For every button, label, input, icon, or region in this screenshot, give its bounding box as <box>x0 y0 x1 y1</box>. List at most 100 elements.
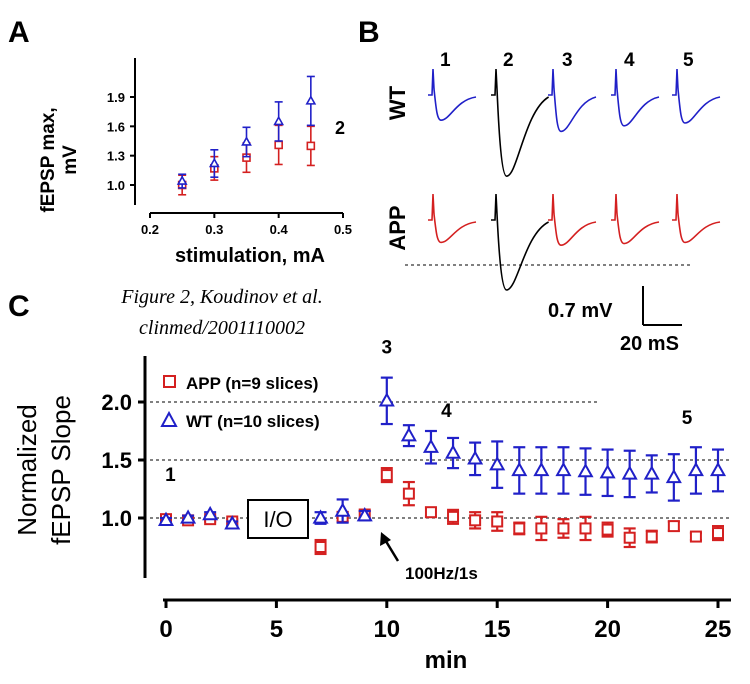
panel-c-ytick-label-0: 1.0 <box>101 506 132 531</box>
panel-c-xlabel: min <box>425 647 468 674</box>
panel-c-wt-point-3 <box>224 515 241 530</box>
panel-c-phase-label-3: 5 <box>682 408 693 429</box>
panel-b-row-label-wt: WT <box>385 85 410 120</box>
panel-label-a: A <box>8 16 30 49</box>
panel-c-wt-point-20 <box>665 468 682 484</box>
panel-c-app-point-10 <box>447 510 460 523</box>
panel-c-ytick-label-2: 2.0 <box>101 390 132 415</box>
panel-label-c: C <box>8 290 30 323</box>
panel-a-ylabel-line-1: fEPSP max, <box>38 107 59 212</box>
panel-c-wt-point-0 <box>157 511 175 526</box>
stim-arrow-head <box>380 532 391 546</box>
panel-c-app-point-22 <box>712 527 724 540</box>
panel-c-xtick-label-0: 0 <box>159 616 172 643</box>
panel-c-app-point-7 <box>380 469 393 482</box>
panel-c-app-point-19 <box>645 530 658 543</box>
panel-c-wt-point-12 <box>489 455 506 471</box>
panel-c-wt-point-19 <box>643 465 660 480</box>
panel-a-annotation: 2 <box>335 118 345 138</box>
panel-a-ytick-label-2: 1.6 <box>107 119 125 134</box>
legend-wt-marker <box>160 410 178 427</box>
panel-c-wt-point-15 <box>555 461 572 477</box>
panel-c-wt-point-10 <box>445 444 462 459</box>
panel-c-app-point-8 <box>402 487 415 500</box>
trace-label-1: 1 <box>440 50 451 71</box>
panel-c-phase-label-1: 3 <box>382 337 393 358</box>
wt-trace-4 <box>611 68 660 127</box>
panel-a-xtick-label-3: 0.5 <box>334 222 352 237</box>
panel-c-xtick-label-1: 5 <box>270 616 283 643</box>
panel-c-app-point-12 <box>491 515 504 528</box>
legend-app-marker <box>163 375 176 388</box>
panel-c-wt-point-22 <box>709 461 727 477</box>
scale-bar-voltage-label: 0.7 mV <box>548 300 613 322</box>
stim-annotation: 100Hz/1s <box>405 564 478 583</box>
wt-trace-5 <box>672 68 721 124</box>
app-trace-3 <box>548 193 597 247</box>
panel-a-wt-point-3 <box>273 115 285 126</box>
panel-c-wt-point-16 <box>577 462 594 478</box>
panel-a-xtick-label-1: 0.3 <box>205 222 223 237</box>
panel-c-ylabel-line-1: Normalized <box>12 404 42 536</box>
panel-a-chart: fEPSP max, mV stimulation, mA 2 0.2 0.3 0.… <box>38 58 352 267</box>
panel-c-app-point-21 <box>689 530 702 543</box>
app-trace-4 <box>611 193 660 245</box>
panel-c-app-point-20 <box>667 520 680 533</box>
panel-c-wt-point-21 <box>687 461 704 477</box>
panel-c-wt-point-2 <box>202 505 219 521</box>
panel-c-app-point-11 <box>469 514 482 527</box>
wt-trace-2 <box>491 68 550 178</box>
panel-c-wt-point-13 <box>511 461 528 477</box>
panel-a-ytick-label-3: 1.9 <box>107 90 125 105</box>
panel-c-app-point-9 <box>424 506 437 519</box>
panel-c-app-point-4 <box>314 541 327 553</box>
panel-a-app-point-4 <box>306 141 316 151</box>
panel-b-row-label-app: APP <box>385 205 410 250</box>
panel-a-xtick-label-2: 0.4 <box>270 222 289 237</box>
panel-c-app-point-17 <box>601 523 614 536</box>
panel-c-ylabel-line-2: fEPSP Slope <box>46 395 76 545</box>
wt-trace-1 <box>428 68 477 122</box>
app-trace-1 <box>428 193 477 244</box>
panel-c-wt-point-9 <box>422 438 439 453</box>
panel-c-phase-label-2: 4 <box>441 401 452 422</box>
panel-c-wt-point-1 <box>180 509 197 524</box>
panel-a-app-point-3 <box>274 140 283 150</box>
panel-a-wt-point-2 <box>241 136 252 146</box>
panel-c-xtick-label-2: 10 <box>373 616 400 643</box>
panel-c-wt-point-14 <box>533 461 550 477</box>
caption-line-2: clinmed/2001110002 <box>139 317 305 339</box>
io-box <box>247 499 309 539</box>
panel-a-xtick-label-0: 0.2 <box>141 222 159 237</box>
io-box-label: I/O <box>263 507 292 532</box>
app-trace-5 <box>672 193 721 244</box>
panel-c-wt-point-7 <box>378 392 395 407</box>
app-trace-2 <box>491 193 549 291</box>
panel-c-wt-point-4 <box>312 509 329 524</box>
panel-a-wt-point-0 <box>176 175 188 185</box>
panel-c-xtick-label-5: 25 <box>705 616 732 643</box>
scale-bar-time-label: 20 mS <box>620 333 679 355</box>
panel-a-ylabel-line-2: mV <box>60 145 81 175</box>
trace-label-4: 4 <box>624 50 635 71</box>
panel-c-app-point-15 <box>557 522 570 535</box>
panel-c-wt-point-5 <box>334 502 351 517</box>
panel-a-xlabel: stimulation, mA <box>175 245 325 267</box>
trace-label-2: 2 <box>503 50 514 71</box>
panel-c-wt-point-18 <box>621 465 638 480</box>
panel-a-ytick-label-0: 1.0 <box>107 178 125 193</box>
panel-label-b: B <box>358 16 380 49</box>
panel-c-wt-point-11 <box>467 450 484 465</box>
panel-c-wt-point-17 <box>599 464 616 479</box>
wt-trace-3 <box>548 68 597 133</box>
legend-app-label: APP (n=9 slices) <box>186 374 318 393</box>
panel-a-wt-point-4 <box>305 95 317 105</box>
panel-c-xtick-label-3: 15 <box>484 616 511 643</box>
panel-c-wt-point-6 <box>356 507 373 522</box>
trace-label-3: 3 <box>562 50 573 71</box>
panel-c-wt-point-8 <box>400 426 417 442</box>
trace-label-5: 5 <box>683 50 694 71</box>
panel-c-phase-label-0: 1 <box>165 465 176 486</box>
legend-wt-label: WT (n=10 slices) <box>186 412 320 431</box>
